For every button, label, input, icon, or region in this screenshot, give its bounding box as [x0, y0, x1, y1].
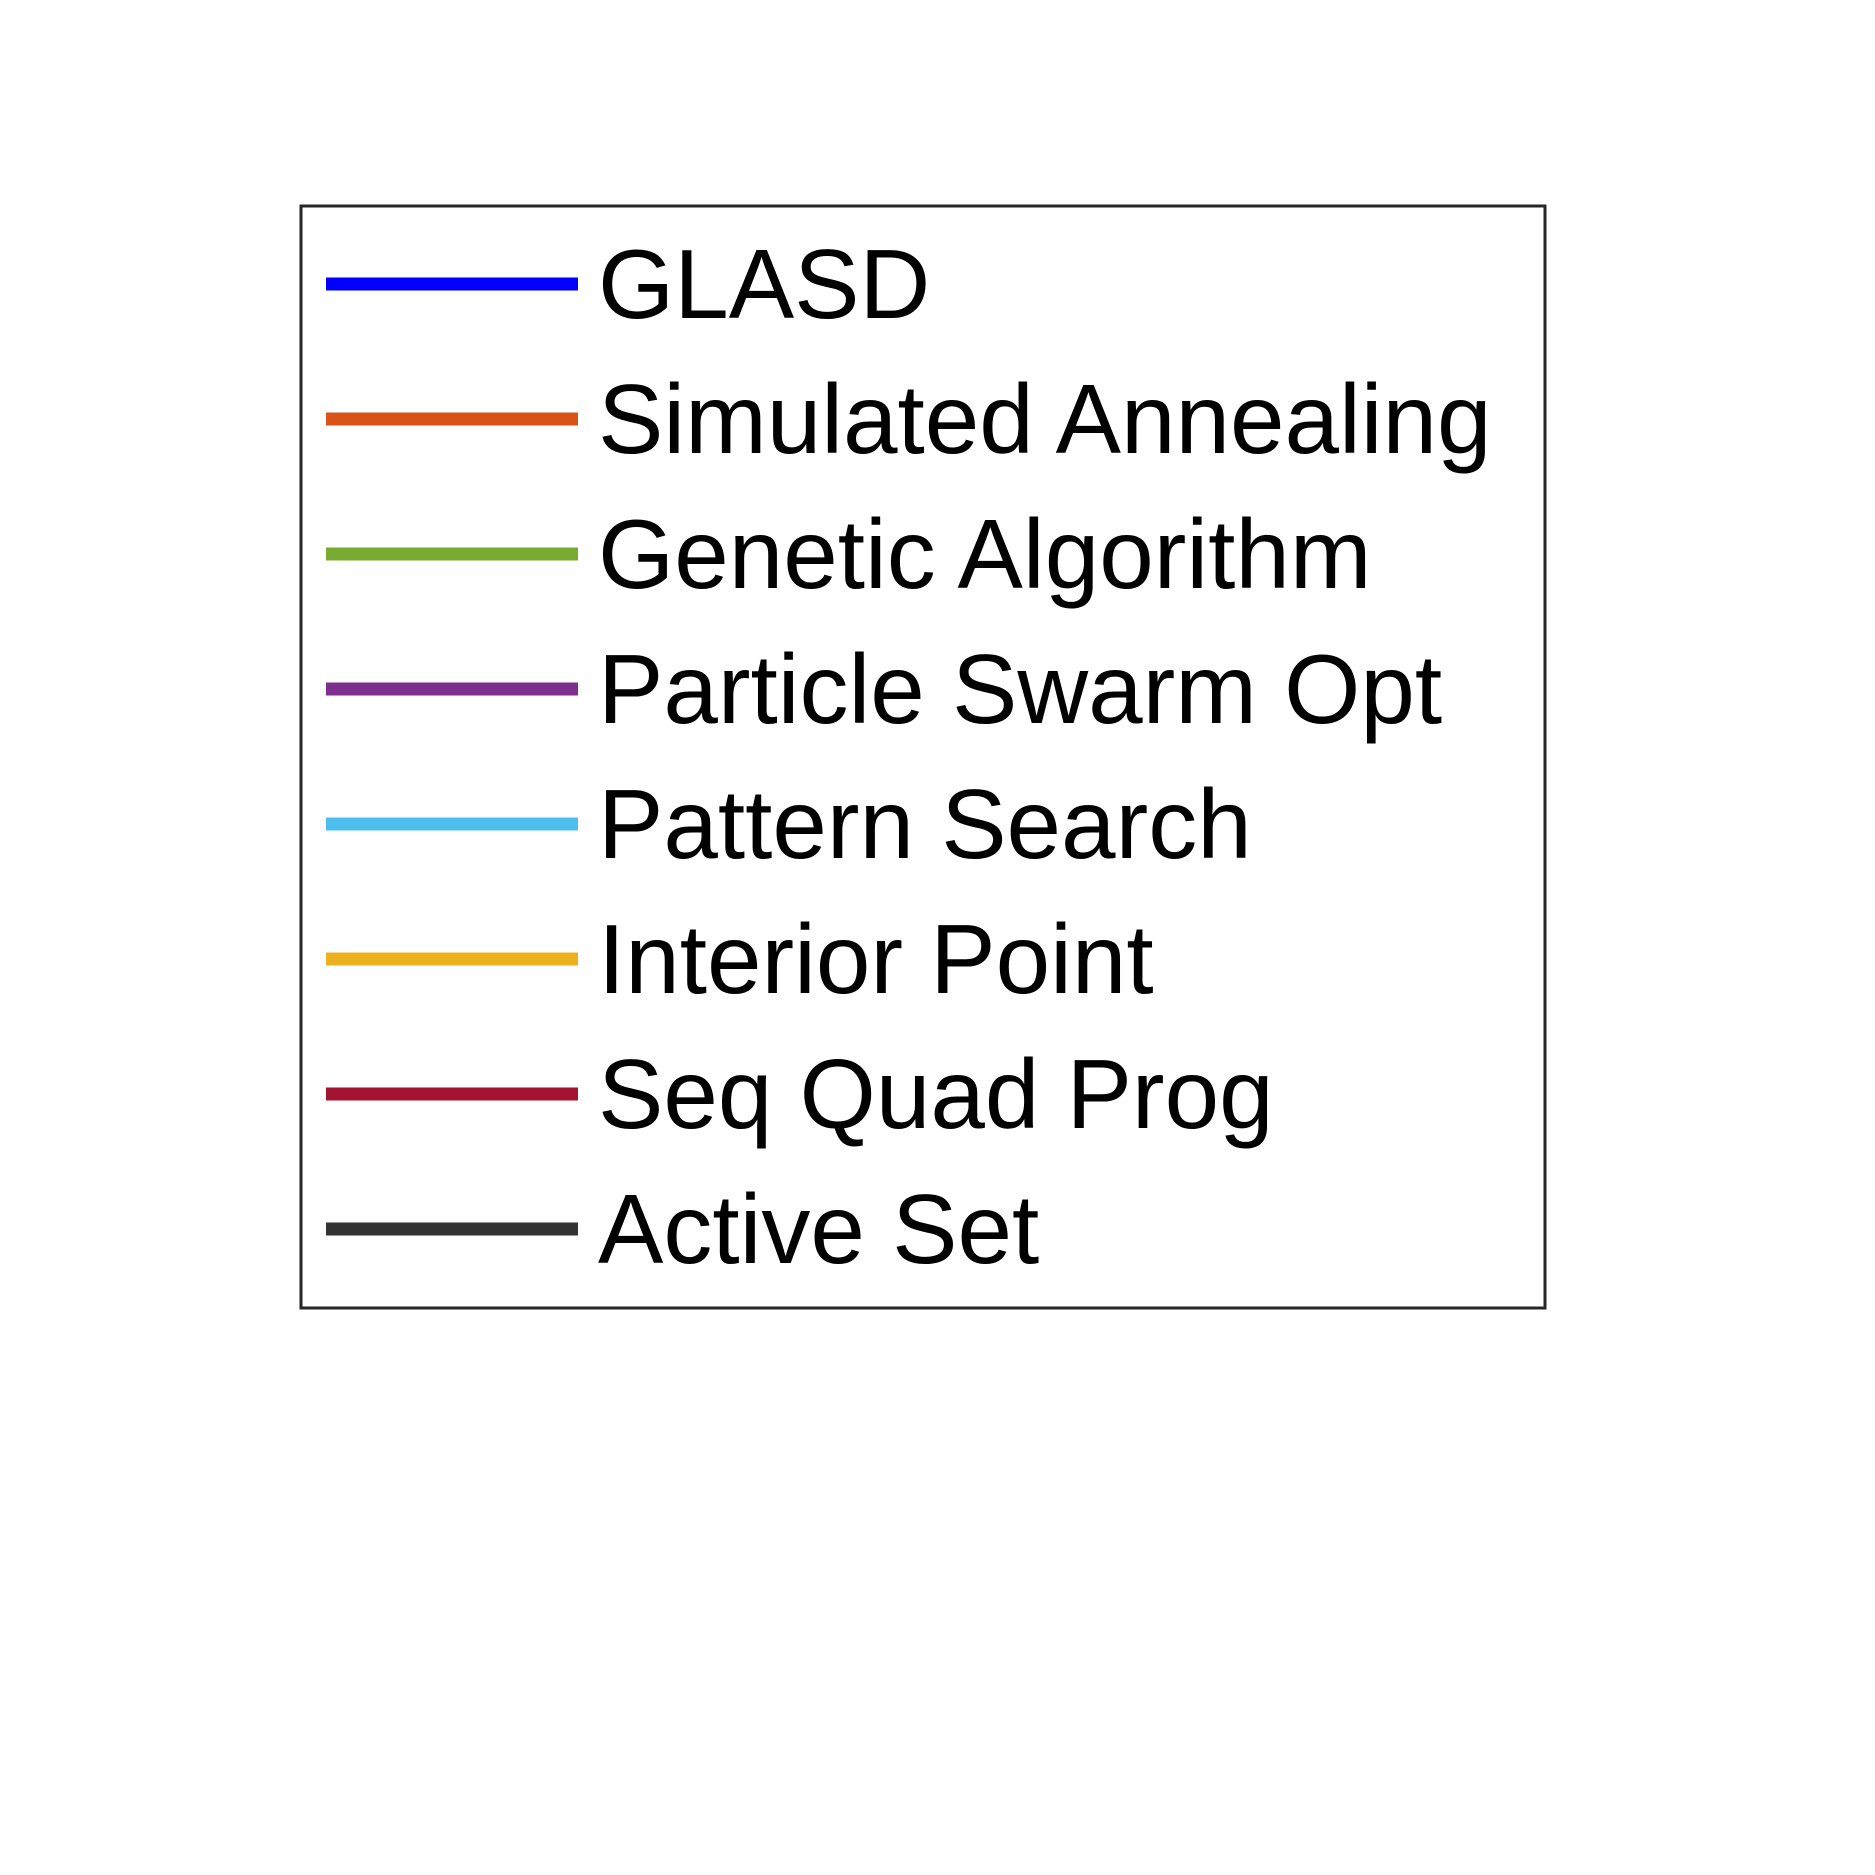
legend-label: Simulated Annealing	[598, 364, 1492, 474]
legend-entries: GLASD Simulated Annealing Genetic Algorith…	[326, 229, 1492, 1284]
legend-box	[299, 204, 1547, 1310]
legend-label: Interior Point	[598, 904, 1154, 1014]
legend-label: Genetic Algorithm	[598, 499, 1371, 609]
legend-label: Active Set	[598, 1174, 1039, 1284]
legend-label: Seq Quad Prog	[598, 1039, 1274, 1149]
legend-label: Pattern Search	[598, 769, 1252, 879]
legend-label: GLASD	[598, 229, 930, 339]
legend-label: Particle Swarm Opt	[598, 634, 1442, 744]
